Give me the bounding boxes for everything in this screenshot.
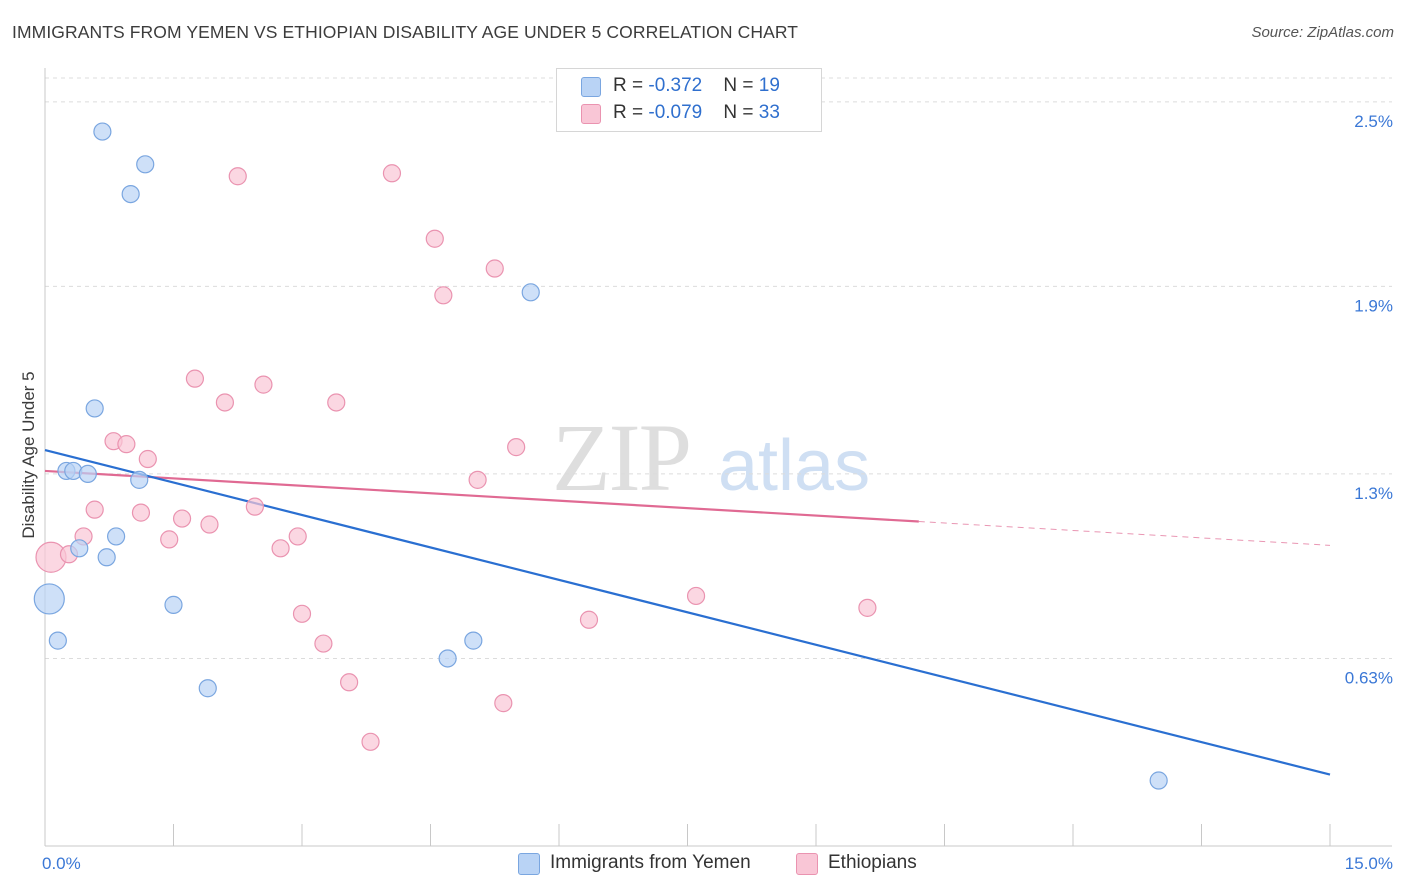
ethiopians-point <box>434 286 453 305</box>
yemen-point <box>521 283 540 302</box>
yemen-point <box>464 631 483 650</box>
ethiopians-point <box>172 509 192 528</box>
yemen-point <box>93 122 112 141</box>
ethiopians-point <box>117 435 136 454</box>
yemen-point <box>33 583 65 615</box>
ethiopians-point <box>200 515 219 534</box>
legend-stats-ethiopians: R = -0.079 N = 33 <box>613 102 780 123</box>
ethiopians-point <box>185 369 205 388</box>
yemen-point <box>70 539 89 558</box>
yemen-point <box>85 399 104 418</box>
series-legend-swatch-ethiopians <box>796 853 818 875</box>
ethiopians-point <box>858 598 877 617</box>
ethiopians-trend-extension <box>918 521 1331 546</box>
series-legend-label-ethiopians: Ethiopians <box>828 852 917 873</box>
series-legend-label-yemen: Immigrants from Yemen <box>550 852 751 873</box>
ethiopians-point <box>160 530 179 549</box>
ethiopians-point <box>292 604 312 623</box>
watermark: ZIP atlas <box>552 404 870 511</box>
ethiopians-point <box>138 449 157 469</box>
data-points <box>33 122 1168 790</box>
yemen-point <box>198 679 217 698</box>
ethiopians-point <box>254 375 273 394</box>
ethiopians-point <box>425 229 444 248</box>
watermark-zip: ZIP <box>552 404 690 511</box>
legend-swatch-ethiopians <box>581 104 601 124</box>
ethiopians-point <box>340 673 359 692</box>
yemen-point <box>164 595 183 614</box>
y-axis-label: Disability Age Under 5 <box>19 371 38 538</box>
yemen-point <box>107 527 126 546</box>
yemen-point <box>78 464 97 484</box>
y-tick-label: 1.3% <box>1354 484 1393 503</box>
correlation-legend: R = -0.372 N = 19 R = -0.079 N = 33 <box>556 68 822 132</box>
ethiopians-point <box>327 393 346 412</box>
ethiopians-point <box>579 610 599 629</box>
yemen-point <box>1149 771 1168 790</box>
series-legend-swatch-yemen <box>518 853 540 875</box>
ethiopians-point <box>382 164 402 183</box>
y-tick-label: 0.63% <box>1345 668 1393 687</box>
x-tick-label: 0.0% <box>42 854 81 873</box>
ethiopians-point <box>361 732 380 751</box>
yemen-point <box>64 461 83 481</box>
y-tick-label: 1.9% <box>1354 296 1393 315</box>
ethiopians-point <box>686 586 706 606</box>
ethiopians-point <box>468 470 487 489</box>
ethiopians-point <box>228 167 247 186</box>
ethiopians-trend-line <box>44 469 919 523</box>
x-tick-label: 15.0% <box>1345 854 1393 873</box>
grid-lines <box>45 77 1392 659</box>
chart-source: Source: ZipAtlas.com <box>1251 24 1394 41</box>
ethiopians-point <box>314 634 333 653</box>
ethiopians-point <box>131 503 151 522</box>
ethiopians-point <box>288 527 307 546</box>
yemen-point <box>438 649 457 668</box>
y-tick-label: 2.5% <box>1354 112 1393 131</box>
tick-labels: 0.63% 1.3% 1.9% 2.5% 0.0% 15.0% <box>42 112 1393 873</box>
ethiopians-point <box>507 438 526 457</box>
chart-title: IMMIGRANTS FROM YEMEN VS ETHIOPIAN DISAB… <box>12 22 799 42</box>
ethiopians-point <box>494 694 513 713</box>
axes <box>44 68 1392 847</box>
ethiopians-point <box>245 497 264 516</box>
ethiopians-point <box>271 539 290 558</box>
legend-stats-yemen: R = -0.372 N = 19 <box>613 75 780 96</box>
yemen-point <box>97 548 116 567</box>
yemen-point <box>136 155 155 174</box>
yemen-point <box>130 470 149 489</box>
yemen-point <box>48 631 67 650</box>
ethiopians-point <box>485 259 504 278</box>
ethiopians-point <box>85 500 104 519</box>
watermark-atlas: atlas <box>718 426 870 506</box>
ethiopians-point <box>215 393 234 412</box>
yemen-point <box>121 184 140 204</box>
legend-swatch-yemen <box>581 77 601 97</box>
